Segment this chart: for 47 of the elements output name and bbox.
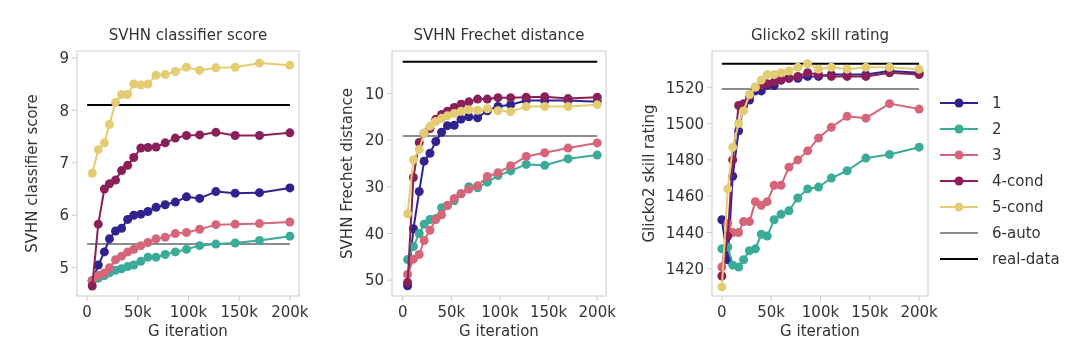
x-tick-label: 200k [578, 303, 617, 321]
x-tick-label: 50k [123, 303, 153, 321]
x-tick-label: 0 [82, 303, 92, 321]
y-tick-label: 10 [364, 84, 384, 103]
y-tick-label: 1500 [665, 114, 704, 133]
y-tick-label: 8 [59, 101, 69, 120]
y-tick-label: 5 [59, 258, 69, 277]
y-tick-label: 1440 [665, 223, 704, 242]
x-axis-title: G iteration [148, 322, 228, 340]
x-tick-label: 0 [717, 303, 727, 321]
x-tick-label: 150k [529, 303, 568, 321]
y-tick-label: 40 [364, 224, 384, 243]
y-tick-label: 20 [364, 131, 384, 150]
y-axis-title: SVHN Frechet distance [338, 88, 356, 259]
x-tick-label: 50k [757, 303, 786, 321]
y-tick-label: 6 [59, 206, 69, 225]
chart-title: Glicko2 skill rating [750, 26, 890, 44]
y-tick-label: 1480 [665, 151, 704, 170]
x-tick-label: 50k [437, 303, 466, 321]
chart-title: SVHN classifier score [108, 26, 268, 44]
x-tick-label: 100k [801, 303, 840, 321]
y-tick-label: 7 [59, 154, 69, 172]
chart-title: SVHN Frechet distance [413, 26, 585, 44]
x-tick-label: 0 [397, 303, 408, 321]
y-tick-label: 50 [364, 271, 384, 290]
y-tick-label: 9 [59, 49, 69, 68]
legend-label: 4-cond [992, 172, 1044, 191]
y-tick-label: 1520 [665, 78, 704, 97]
legend-label: 1 [992, 94, 1002, 113]
y-axis-title: SVHN classifier score [23, 94, 41, 253]
x-axis-title: G iteration [780, 322, 860, 340]
legend-label: 5-cond [992, 198, 1044, 217]
x-tick-label: 200k [900, 303, 939, 321]
legend-label: 3 [992, 146, 1002, 165]
x-tick-label: 150k [220, 303, 259, 321]
y-tick-label: 1420 [665, 260, 704, 279]
x-tick-label: 150k [851, 303, 889, 321]
legend-label: 6-auto [992, 224, 1041, 243]
x-tick-label: 200k [271, 303, 309, 321]
x-axis-title: G iteration [459, 322, 539, 340]
legend-label: 2 [992, 120, 1002, 139]
y-tick-label: 30 [364, 178, 384, 197]
legend-label: real-data [992, 250, 1060, 269]
y-tick-label: 1460 [665, 187, 704, 206]
x-tick-label: 100k [481, 303, 519, 321]
y-axis-title: Glicko2 skill rating [640, 104, 658, 243]
x-tick-label: 100k [169, 303, 208, 321]
